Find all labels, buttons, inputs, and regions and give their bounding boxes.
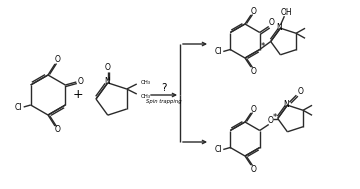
Text: O: O [251, 164, 257, 174]
Text: N: N [284, 100, 289, 109]
Text: O: O [105, 63, 111, 72]
Text: O: O [268, 116, 274, 125]
Text: O: O [77, 77, 83, 85]
Text: ?: ? [161, 83, 167, 93]
Text: O: O [55, 125, 61, 135]
Text: CH₃: CH₃ [141, 94, 151, 98]
Text: Cl: Cl [215, 145, 222, 154]
Text: *: * [261, 42, 265, 51]
Text: Spin trapping: Spin trapping [146, 98, 182, 104]
Text: O: O [55, 56, 61, 64]
Text: CH₃: CH₃ [141, 80, 151, 84]
Text: O: O [251, 6, 257, 15]
Text: O: O [269, 18, 275, 27]
Text: *: * [273, 113, 277, 122]
Text: O: O [251, 105, 257, 114]
Text: O: O [251, 67, 257, 75]
Text: OH: OH [280, 8, 292, 17]
Text: O: O [297, 87, 303, 96]
Text: +: + [73, 88, 83, 101]
Text: Cl: Cl [15, 102, 22, 112]
Text: N: N [276, 23, 282, 32]
Text: N: N [104, 77, 110, 86]
Text: Cl: Cl [215, 47, 222, 56]
